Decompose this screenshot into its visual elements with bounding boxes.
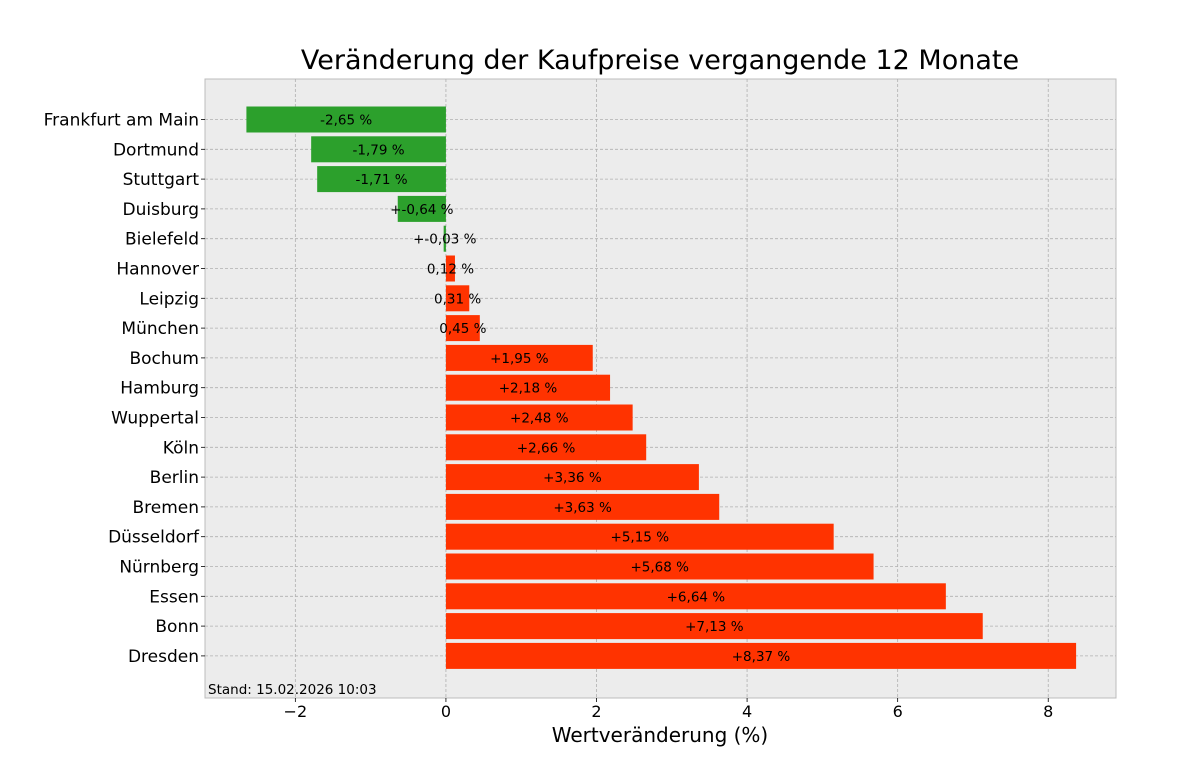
data-label: +7,13 % [685, 619, 744, 635]
category-label: Leipzig [139, 289, 199, 309]
data-label: -2,65 % [320, 113, 372, 129]
category-label: Düsseldorf [108, 528, 200, 548]
bar [445, 434, 647, 461]
data-label: +6,64 % [667, 589, 726, 605]
bar [445, 404, 633, 431]
bar [246, 106, 446, 133]
x-tick-label: −2 [284, 702, 308, 721]
timestamp-note: Stand: 15.02.2026 10:03 [208, 682, 377, 698]
data-label: +5,68 % [630, 560, 689, 576]
category-label: München [121, 319, 199, 339]
bar [445, 464, 699, 491]
x-tick-label: 6 [893, 702, 903, 721]
data-label: +2,66 % [517, 440, 576, 456]
bar [445, 523, 834, 550]
bar [397, 195, 446, 222]
category-label: Berlin [150, 468, 199, 488]
category-label: Hamburg [120, 379, 199, 399]
category-label: Frankfurt am Main [44, 111, 199, 131]
bar [445, 613, 983, 640]
data-label: +5,15 % [611, 530, 670, 546]
x-tick-label: 0 [441, 702, 451, 721]
bar [445, 493, 720, 520]
x-axis-label: Wertveränderung (%) [552, 723, 769, 747]
bar [445, 553, 874, 580]
bar [445, 255, 455, 282]
category-label: Nürnberg [119, 558, 199, 578]
data-labels: -2,65 % -1,79 % -1,71 % +-0,64 % +-0,03 % 0,1… [320, 113, 790, 665]
category-label: Köln [163, 438, 199, 458]
bar [443, 225, 446, 252]
category-label: Essen [149, 587, 199, 607]
data-label: -1,79 % [353, 142, 405, 158]
x-tick-label: 4 [742, 702, 752, 721]
data-label: +2,18 % [499, 381, 558, 397]
x-tick-label: 2 [591, 702, 601, 721]
category-label: Bielefeld [125, 230, 199, 250]
bars [246, 106, 1077, 669]
data-label: +1,95 % [490, 351, 549, 367]
bar [445, 285, 470, 312]
bar [445, 583, 946, 610]
x-ticks: −2 0 2 4 6 8 [284, 698, 1053, 721]
data-label: +3,63 % [553, 500, 612, 516]
category-label: Wuppertal [111, 409, 199, 429]
category-label: Dresden [128, 647, 199, 667]
bar [445, 374, 611, 401]
data-label: +8,37 % [732, 649, 791, 665]
data-label: +3,36 % [543, 470, 602, 486]
bar [445, 344, 593, 371]
bar [317, 166, 446, 193]
category-label: Bremen [132, 498, 199, 518]
category-label: Bochum [129, 349, 199, 369]
category-label: Duisburg [123, 200, 200, 220]
bar [445, 642, 1077, 669]
data-label: +-0,64 % [390, 202, 454, 218]
bar [311, 136, 446, 163]
data-label: +-0,03 % [413, 232, 477, 248]
chart-title: Veränderung der Kaufpreise vergangende 1… [301, 45, 1019, 76]
data-label: 0,12 % [427, 262, 474, 278]
data-label: -1,71 % [356, 172, 408, 188]
data-label: 0,45 % [439, 321, 486, 337]
data-label: 0,31 % [434, 291, 481, 307]
bar [445, 315, 480, 342]
category-label: Bonn [155, 617, 199, 637]
data-label: +2,48 % [510, 411, 569, 427]
category-labels: Frankfurt am Main Dortmund Stuttgart Duisbu… [44, 111, 205, 667]
category-label: Dortmund [113, 140, 199, 160]
category-label: Hannover [116, 260, 199, 280]
category-label: Stuttgart [123, 170, 200, 190]
x-tick-label: 8 [1043, 702, 1053, 721]
